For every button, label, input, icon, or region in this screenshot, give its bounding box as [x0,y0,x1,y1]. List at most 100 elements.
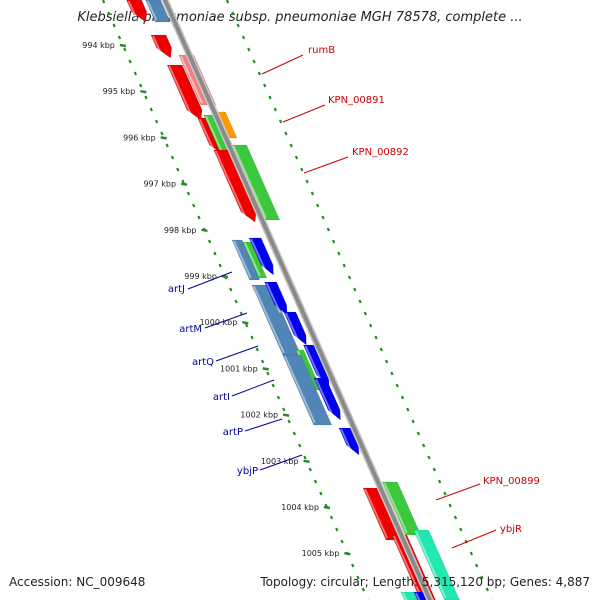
gene-feature[interactable] [302,344,330,386]
gene-feature[interactable] [248,237,274,276]
tick-dot [308,467,312,472]
gene-feature-highlight [127,0,139,21]
tick-dot [273,107,277,112]
tick-dot [316,203,320,208]
gene-feature-highlight [383,482,408,534]
tick-dot [406,407,410,412]
tick-dot [123,47,127,52]
gene-feature[interactable] [231,239,261,281]
tick-dot [453,515,458,520]
tick-dot [422,443,426,448]
tick-dot [192,203,196,208]
tick-label: 1001 kbp [220,364,258,373]
tick-dot [448,503,452,508]
tick-label: 998 kbp [164,226,197,235]
gene-feature-highlight [265,282,282,314]
gene-feature-highlight [233,240,252,279]
tick-dot [250,335,254,340]
gene-feature[interactable] [283,311,307,346]
gene-feature-highlight [250,238,268,274]
tick-major [119,43,127,48]
gene-label-reverse[interactable]: ybjP [237,466,258,477]
tick-dot [160,131,164,136]
tick-major [160,136,167,140]
gene-label-reverse[interactable]: artP [223,427,243,438]
tick-dot [390,371,394,376]
gene-feature-highlight [252,285,285,354]
tick-dot [231,11,235,16]
tick-dot [329,515,334,520]
gene-feature-highlight [364,488,389,539]
gene-label-forward[interactable]: KPN_00891 [328,95,385,106]
tick-dot [128,59,132,64]
gene-label-reverse[interactable]: artQ [192,357,214,368]
tick-dot [229,287,233,292]
gene-feature[interactable] [126,0,148,23]
tick-dot [181,179,185,184]
gene-label-reverse[interactable]: artI [213,392,230,403]
gene-feature-highlight [283,355,316,424]
gene-feature-highlight [304,345,324,384]
tick-dot [271,383,275,388]
tick-dot [236,23,240,28]
tick-dot [255,347,259,352]
tick-dot [101,0,106,4]
gene-feature[interactable] [145,0,171,23]
leader-line [451,529,497,549]
tick-dot [469,551,474,556]
gene-feature-highlight [284,312,301,344]
tick-dot [144,95,148,100]
tick-dot [432,467,436,472]
tick-dot [361,587,365,592]
tick-label: 995 kbp [103,87,136,96]
leader-line [303,156,349,174]
tick-dot [263,83,267,88]
tick-dot [400,395,405,400]
tick-dot [165,143,169,148]
tick-label: 999 kbp [184,272,217,281]
gene-feature[interactable] [242,241,268,279]
tick-label: 1005 kbp [302,549,340,558]
tick-dot [294,155,299,160]
leader-line [204,312,248,329]
tick-dot [154,119,159,124]
tick-dot [480,575,484,580]
gene-feature[interactable] [264,281,288,316]
gene-feature[interactable] [213,149,257,223]
tick-dot [384,359,389,364]
gene-label-reverse[interactable]: artJ [168,284,185,295]
tick-label: 1004 kbp [281,503,319,512]
tick-dot [326,227,330,232]
tick-dot [107,11,111,16]
tick-dot [170,155,175,160]
gene-feature-highlight [232,145,267,219]
tick-dot [257,71,262,76]
gene-feature[interactable] [150,34,173,59]
gene-feature[interactable] [166,64,203,121]
gene-label-forward[interactable]: KPN_00892 [352,147,409,158]
tick-dot [139,83,143,88]
tick-marks: 994 kbp 995 kbp 996 kbp 997 kbp 998 kbp 999 k… [82,0,494,600]
gene-feature-highlight [315,378,335,419]
gene-label-reverse[interactable]: artM [179,324,202,335]
tick-dot [443,491,447,496]
gene-label-forward[interactable]: rumB [308,45,335,56]
gene-feature[interactable] [313,377,341,421]
accession-text: Accession: NC_009648 [9,575,146,589]
gene-feature-highlight [179,55,203,104]
gene-feature-highlight [243,242,261,277]
tick-dot [347,275,352,280]
tick-dot [305,179,309,184]
tick-label: 996 kbp [123,133,156,142]
leader-line [244,418,283,432]
tick-dot [287,419,291,424]
genome-summary-text: Topology: circular; Length: 5,315,120 bp… [260,575,590,589]
tick-dot [356,575,360,580]
tick-dot [218,263,222,268]
gene-label-forward[interactable]: ybjR [500,524,522,535]
gene-feature[interactable] [282,354,333,426]
gene-feature[interactable] [413,529,460,600]
gene-feature-highlight [214,150,248,221]
gene-label-forward[interactable]: KPN_00899 [483,476,540,487]
